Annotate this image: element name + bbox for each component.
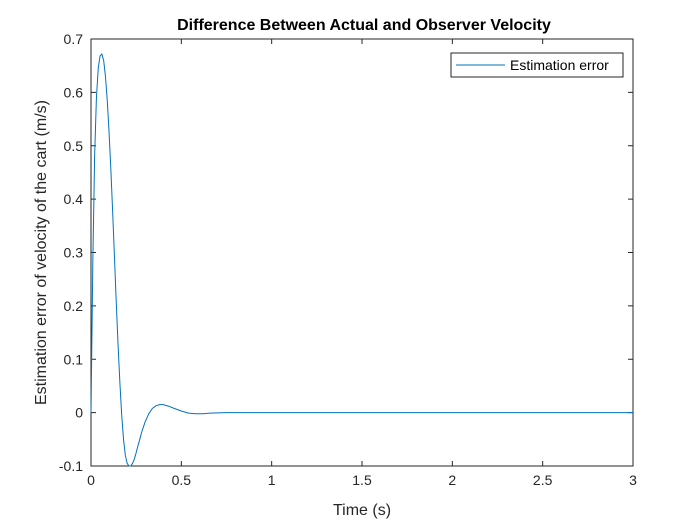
x-tick-label: 0.5	[172, 472, 192, 488]
y-tick-label: 0.5	[64, 138, 84, 154]
x-axis-label: Time (s)	[333, 502, 391, 519]
y-tick-label: -0.1	[59, 458, 83, 474]
x-tick-label: 2	[448, 472, 456, 488]
plot-area	[90, 38, 634, 467]
series-line	[90, 53, 633, 467]
y-tick-label: 0.2	[64, 298, 84, 314]
y-tick-label: 0.4	[64, 191, 84, 207]
y-tick-label: 0.1	[64, 351, 84, 367]
x-tick-label: 1.5	[352, 472, 372, 488]
y-axis-label: Estimation error of velocity of the cart…	[33, 100, 50, 405]
x-tick-label: 0	[87, 472, 95, 488]
x-tick-label: 3	[629, 472, 637, 488]
y-tick-label: 0.3	[64, 245, 84, 261]
y-tick-label: 0.7	[64, 31, 84, 47]
x-tick-label: 1	[268, 472, 276, 488]
series-lines	[90, 53, 633, 467]
legend[interactable]: Estimation error	[450, 52, 624, 78]
chart-title: Difference Between Actual and Observer V…	[177, 17, 551, 34]
x-tick-label: 2.5	[533, 472, 553, 488]
axis-ticks: 0 0.5 1 1.5 2 2.5 3-0.100.10.20.30.40.50.60.7	[59, 31, 637, 488]
y-tick-label: 0.6	[64, 84, 84, 100]
legend-entry-label: Estimation error	[510, 57, 609, 73]
y-tick-label: 0	[75, 405, 83, 421]
